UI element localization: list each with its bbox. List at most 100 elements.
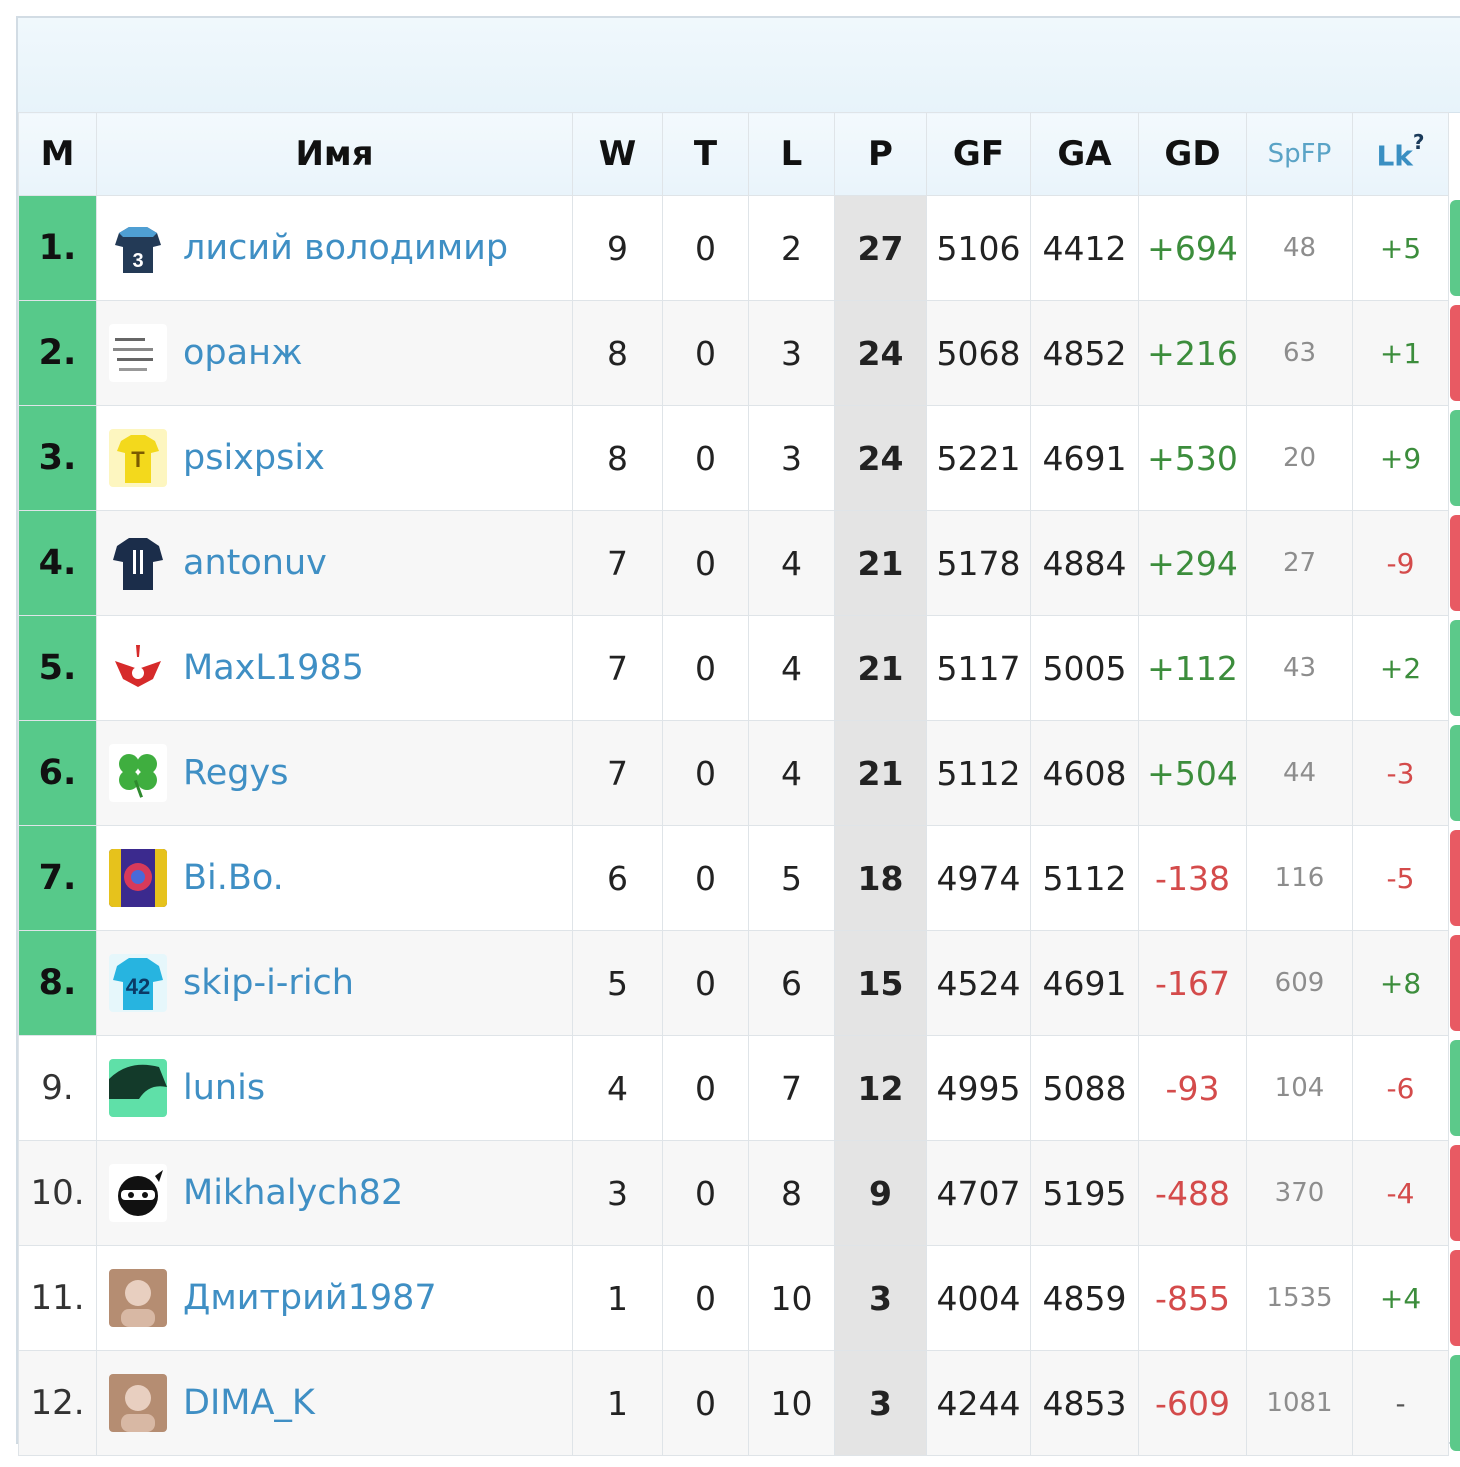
player-name-cell: lunis <box>96 1035 573 1141</box>
player-name-cell: оранж <box>96 300 573 406</box>
points-cell: 3 <box>834 1350 927 1456</box>
player-name-cell: antonuv <box>96 510 573 616</box>
wins-cell: 4 <box>572 1035 663 1141</box>
lk-cell: +4 <box>1352 1245 1449 1351</box>
goals-for-cell: 4995 <box>926 1035 1031 1141</box>
goals-against-cell: 5195 <box>1030 1140 1139 1246</box>
lk-cell: +1 <box>1352 300 1449 406</box>
spfp-cell: 609 <box>1246 930 1353 1036</box>
navy-jersey-icon[interactable] <box>109 534 167 592</box>
form-indicator <box>1450 725 1460 821</box>
position-cell: 11. <box>18 1245 97 1351</box>
player-link[interactable]: Regys <box>183 753 289 793</box>
ties-cell: 0 <box>662 1140 749 1246</box>
goal-diff-cell: +216 <box>1138 300 1247 406</box>
col-header-losses[interactable]: L <box>748 112 835 196</box>
player-link[interactable]: psixpsix <box>183 438 325 478</box>
table-row: 4. antonuv 7 0 4 21 5178 4884 +294 27 -9 <box>18 510 1449 616</box>
goal-diff-cell: -167 <box>1138 930 1247 1036</box>
position-cell: 3. <box>18 405 97 511</box>
col-header-position[interactable]: М <box>18 112 97 196</box>
yellow-jersey-icon[interactable]: T <box>109 429 167 487</box>
ninja-icon[interactable] <box>109 1164 167 1222</box>
goals-against-cell: 4412 <box>1030 195 1139 301</box>
points-cell: 21 <box>834 615 927 721</box>
col-header-spfp[interactable]: SpFP <box>1246 112 1353 196</box>
col-header-lk[interactable]: Lk? <box>1352 112 1449 196</box>
player-link[interactable]: antonuv <box>183 543 327 583</box>
position-cell: 7. <box>18 825 97 931</box>
jersey-3-icon[interactable]: 3 <box>109 219 167 277</box>
spfp-cell: 43 <box>1246 615 1353 721</box>
lk-cell: -3 <box>1352 720 1449 826</box>
col-header-goals-for[interactable]: GF <box>926 112 1031 196</box>
photo-avatar-icon[interactable] <box>109 1374 167 1432</box>
goals-for-cell: 4707 <box>926 1140 1031 1246</box>
ties-cell: 0 <box>662 1245 749 1351</box>
player-link[interactable]: оранж <box>183 333 303 373</box>
goal-diff-cell: -488 <box>1138 1140 1247 1246</box>
player-link[interactable]: Дмитрий1987 <box>183 1278 437 1318</box>
goal-diff-cell: -855 <box>1138 1245 1247 1351</box>
lk-cell: -5 <box>1352 825 1449 931</box>
player-link[interactable]: Mikhalych82 <box>183 1173 404 1213</box>
spfp-cell: 104 <box>1246 1035 1353 1141</box>
points-cell: 15 <box>834 930 927 1036</box>
goals-against-cell: 5005 <box>1030 615 1139 721</box>
player-name-cell: 42 skip-i-rich <box>96 930 573 1036</box>
table-row: 5. MaxL1985 7 0 4 21 5117 5005 +112 43 +2 <box>18 615 1449 721</box>
goals-for-cell: 5117 <box>926 615 1031 721</box>
table-row: 11. Дмитрий1987 1 0 10 3 4004 4859 -855 1535 +4 <box>18 1245 1449 1351</box>
player-link[interactable]: Bi.Bo. <box>183 858 284 898</box>
goals-for-cell: 5221 <box>926 405 1031 511</box>
goals-for-cell: 5106 <box>926 195 1031 301</box>
position-cell: 9. <box>18 1035 97 1141</box>
col-header-name[interactable]: Имя <box>96 112 573 196</box>
standings-panel: М Имя W T L P GF GA GD SpFP Lk? 1. 3 лисий… <box>16 16 1460 1456</box>
goals-for-cell: 5112 <box>926 720 1031 826</box>
ties-cell: 0 <box>662 825 749 931</box>
wins-cell: 7 <box>572 510 663 616</box>
losses-cell: 2 <box>748 195 835 301</box>
goals-against-cell: 4852 <box>1030 300 1139 406</box>
goals-for-cell: 4524 <box>926 930 1031 1036</box>
goals-against-cell: 4884 <box>1030 510 1139 616</box>
player-link[interactable]: DIMA_K <box>183 1383 315 1423</box>
goal-diff-cell: -138 <box>1138 825 1247 931</box>
table-row: 12. DIMA_K 1 0 10 3 4244 4853 -609 1081- <box>18 1350 1449 1456</box>
col-header-goal-diff[interactable]: GD <box>1138 112 1247 196</box>
goals-against-cell: 4853 <box>1030 1350 1139 1456</box>
ties-cell: 0 <box>662 720 749 826</box>
player-link[interactable]: lunis <box>183 1068 266 1108</box>
player-link[interactable]: MaxL1985 <box>183 648 364 688</box>
jersey-42-icon[interactable]: 42 <box>109 954 167 1012</box>
points-cell: 9 <box>834 1140 927 1246</box>
form-indicator <box>1450 1250 1460 1346</box>
player-link[interactable]: skip-i-rich <box>183 963 354 1003</box>
player-link[interactable]: лисий володимир <box>183 228 509 268</box>
lk-help-icon[interactable]: ? <box>1412 129 1425 154</box>
ties-cell: 0 <box>662 195 749 301</box>
losses-cell: 10 <box>748 1245 835 1351</box>
photo-avatar-icon[interactable] <box>109 1269 167 1327</box>
text-logo-icon[interactable] <box>109 324 167 382</box>
form-indicator <box>1450 935 1460 1031</box>
goals-against-cell: 5088 <box>1030 1035 1139 1141</box>
wins-cell: 6 <box>572 825 663 931</box>
clover-icon[interactable] <box>109 744 167 802</box>
col-header-points[interactable]: P <box>834 112 927 196</box>
player-name-cell: Mikhalych82 <box>96 1140 573 1246</box>
col-header-wins[interactable]: W <box>572 112 663 196</box>
dark-green-icon[interactable] <box>109 1059 167 1117</box>
points-cell: 18 <box>834 825 927 931</box>
losses-cell: 8 <box>748 1140 835 1246</box>
table-row: 2. оранж 8 0 3 24 5068 4852 +216 63 +1 <box>18 300 1449 406</box>
form-indicator <box>1450 200 1460 296</box>
ties-cell: 0 <box>662 1035 749 1141</box>
goals-against-cell: 5112 <box>1030 825 1139 931</box>
wins-cell: 1 <box>572 1350 663 1456</box>
col-header-goals-against[interactable]: GA <box>1030 112 1139 196</box>
col-header-ties[interactable]: T <box>662 112 749 196</box>
purple-crest-icon[interactable] <box>109 849 167 907</box>
red-crest-icon[interactable] <box>109 639 167 697</box>
